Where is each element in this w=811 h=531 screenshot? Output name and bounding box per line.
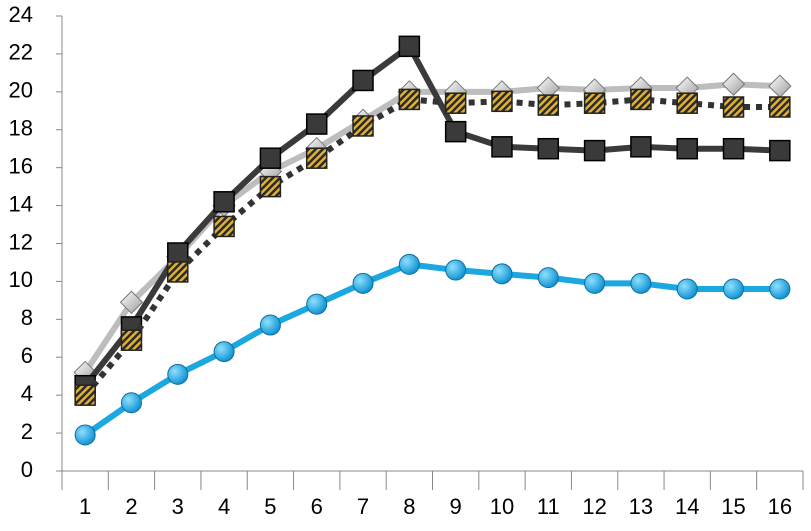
- marker: [723, 278, 745, 300]
- marker: [352, 115, 374, 137]
- marker: [537, 267, 559, 289]
- marker: [676, 92, 698, 114]
- marker: [213, 341, 235, 363]
- x-tick-label: 16: [768, 494, 792, 519]
- x-tick-label: 15: [721, 494, 745, 519]
- x-tick-label: 3: [172, 494, 184, 519]
- marker: [259, 147, 282, 169]
- marker: [398, 88, 421, 111]
- marker: [352, 69, 374, 92]
- marker: [305, 147, 328, 169]
- marker: [74, 384, 96, 406]
- marker: [722, 96, 745, 118]
- marker: [398, 253, 420, 275]
- x-tick-label: 11: [537, 494, 560, 519]
- x-tick-label: 14: [675, 494, 699, 519]
- marker: [305, 113, 328, 135]
- marker: [630, 272, 652, 294]
- marker: [74, 424, 96, 446]
- x-tick-label: 9: [450, 494, 462, 519]
- x-tick-label: 6: [311, 494, 323, 519]
- y-tick-label: 4: [21, 381, 33, 406]
- marker: [584, 272, 606, 294]
- marker: [491, 90, 513, 113]
- y-tick-label: 8: [21, 305, 33, 330]
- marker: [352, 272, 374, 294]
- marker: [583, 92, 606, 114]
- x-tick-label: 2: [125, 494, 137, 519]
- y-tick-label: 18: [9, 116, 33, 141]
- marker: [630, 88, 652, 111]
- y-tick-label: 0: [21, 457, 33, 482]
- marker: [491, 263, 513, 285]
- marker: [119, 290, 144, 314]
- x-tick-label: 12: [582, 494, 606, 519]
- marker: [213, 191, 235, 213]
- y-tick-label: 22: [9, 40, 33, 65]
- marker: [120, 392, 142, 414]
- x-tick-label: 13: [629, 494, 653, 519]
- marker: [769, 278, 791, 300]
- y-tick-label: 12: [9, 229, 33, 254]
- marker: [537, 137, 560, 160]
- x-tick-label: 10: [490, 494, 514, 519]
- x-tick-label: 8: [403, 494, 415, 519]
- x-tick-label: 7: [357, 494, 369, 519]
- marker: [676, 137, 698, 160]
- marker: [769, 96, 791, 118]
- series-line: [83, 261, 780, 438]
- marker: [167, 363, 189, 385]
- marker: [259, 314, 281, 336]
- marker: [491, 136, 513, 158]
- marker: [583, 139, 606, 162]
- marker: [445, 259, 467, 281]
- x-tick-label: 5: [264, 494, 276, 519]
- series-line: [82, 81, 780, 375]
- marker: [213, 215, 235, 238]
- y-tick-label: 20: [9, 78, 33, 103]
- y-tick-label: 10: [9, 267, 33, 292]
- x-tick-label: 1: [79, 494, 91, 519]
- marker: [630, 136, 652, 158]
- y-tick-label: 24: [9, 2, 33, 27]
- y-tick-label: 16: [9, 153, 33, 178]
- marker: [722, 137, 745, 160]
- marker: [120, 329, 143, 351]
- series-line: [82, 96, 780, 398]
- marker: [306, 293, 328, 315]
- marker: [537, 94, 560, 116]
- x-tick-label: 4: [218, 494, 230, 519]
- series-line: [82, 43, 780, 388]
- marker: [721, 72, 746, 96]
- marker: [769, 139, 791, 162]
- marker: [167, 242, 189, 264]
- marker: [259, 175, 282, 198]
- y-tick-label: 14: [9, 191, 33, 216]
- marker: [167, 261, 189, 283]
- marker: [768, 74, 792, 98]
- y-tick-label: 6: [21, 343, 33, 368]
- marker: [444, 92, 467, 114]
- marker: [398, 35, 421, 58]
- y-tick-label: 2: [21, 419, 33, 444]
- marker: [444, 120, 467, 143]
- marker: [676, 278, 698, 300]
